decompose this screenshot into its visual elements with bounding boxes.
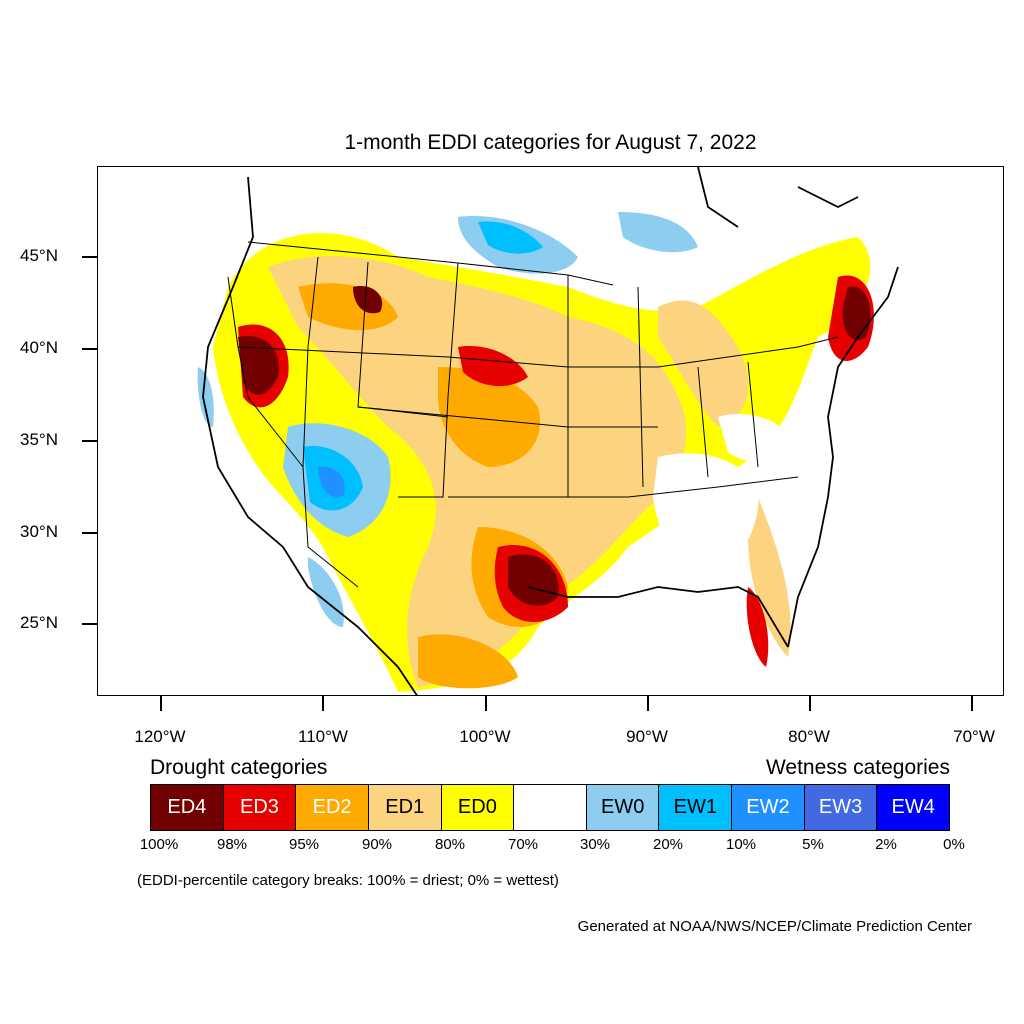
- pct-label: 98%: [216, 836, 248, 853]
- lat-label-30: 30°N: [20, 522, 58, 541]
- legend-cell-ew2: EW2: [732, 785, 805, 830]
- pct-label: 30%: [579, 836, 611, 853]
- lon-label-90: 90°W: [626, 727, 668, 746]
- lon-label-100: 100°W: [459, 727, 511, 746]
- lat-tick-45: [82, 256, 97, 258]
- legend-cell-ed4: ED4: [151, 785, 224, 830]
- lat-tick-25: [82, 623, 97, 625]
- legend-cell-ed2: ED2: [296, 785, 369, 830]
- lon-tick-100: [485, 696, 487, 711]
- lat-tick-40: [82, 348, 97, 350]
- lon-label-110: 110°W: [298, 727, 348, 746]
- legend-cell-ed1: ED1: [368, 785, 442, 830]
- pct-label: 0%: [943, 836, 965, 853]
- lon-tick-70: [971, 696, 973, 711]
- legend-cell-neutral: [514, 785, 587, 830]
- legend-cell-ed0: ED0: [441, 785, 515, 830]
- legend-cell-ew1: EW1: [659, 785, 733, 830]
- legend-cell-ed3: ED3: [223, 785, 297, 830]
- coastline: [202, 167, 899, 695]
- pct-label: 90%: [361, 836, 393, 853]
- pct-label: 95%: [288, 836, 320, 853]
- lon-label-120: 120°W: [134, 727, 186, 746]
- legend-bar: ED4 ED3 ED2 ED1 ED0 EW0 EW1 EW2 EW3 EW4: [150, 784, 950, 831]
- category-field: [197, 212, 874, 692]
- pct-label: 80%: [434, 836, 466, 853]
- lat-tick-30: [82, 532, 97, 534]
- legend-cell-ew3: EW3: [804, 785, 878, 830]
- lat-label-25: 25°N: [20, 613, 58, 632]
- lon-tick-90: [647, 696, 649, 711]
- credit-line: Generated at NOAA/NWS/NCEP/Climate Predi…: [577, 918, 972, 935]
- pct-label: 2%: [875, 836, 897, 853]
- drought-heading: Drought categories: [150, 756, 328, 779]
- lat-label-45: 45°N: [20, 246, 58, 265]
- pct-label: 70%: [507, 836, 539, 853]
- pct-label: 5%: [802, 836, 824, 853]
- lat-label-40: 40°N: [20, 338, 58, 357]
- map-canvas: [197, 167, 899, 695]
- map-title: 1-month EDDI categories for August 7, 20…: [344, 131, 757, 154]
- pct-label: 10%: [725, 836, 757, 853]
- category-note: (EDDI-percentile category breaks: 100% =…: [137, 872, 559, 889]
- lon-label-80: 80°W: [788, 727, 830, 746]
- lon-tick-110: [322, 696, 324, 711]
- wetness-heading: Wetness categories: [765, 756, 950, 779]
- pct-label: 100%: [139, 836, 179, 853]
- lon-label-70: 70°W: [953, 727, 995, 746]
- boundaries: [227, 241, 839, 588]
- legend-cell-ew0: EW0: [586, 785, 660, 830]
- pct-label: 20%: [652, 836, 684, 853]
- lat-tick-35: [82, 440, 97, 442]
- lat-label-35: 35°N: [20, 430, 58, 449]
- legend-cell-ew4: EW4: [877, 785, 950, 830]
- eddi-map: [97, 166, 1004, 696]
- lon-tick-80: [809, 696, 811, 711]
- lon-tick-120: [160, 696, 162, 711]
